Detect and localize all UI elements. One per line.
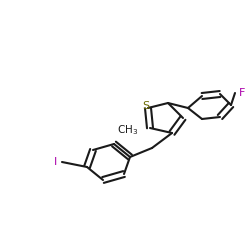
Text: I: I [54, 157, 57, 167]
Text: S: S [142, 101, 150, 111]
Text: F: F [239, 88, 246, 98]
Text: CH$_3$: CH$_3$ [117, 123, 138, 137]
